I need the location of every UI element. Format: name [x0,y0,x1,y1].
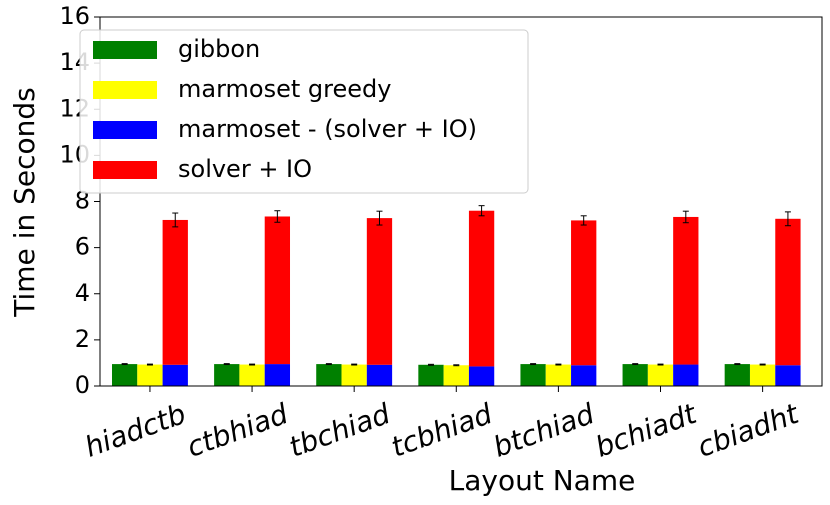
x-tick-label: hiadctb [80,397,190,464]
error-bar [734,363,741,366]
bar [673,364,699,386]
bar [418,364,444,386]
bar [571,220,597,366]
legend-swatch [93,81,157,99]
bar [162,219,188,365]
error-bar [351,363,358,366]
y-tick-label: 4 [75,279,90,307]
x-tick-label: bchiadt [591,397,702,464]
y-tick-label: 16 [59,2,90,30]
bar [366,218,393,365]
error-bar [121,363,128,366]
error-bar [784,211,791,227]
bar [775,365,801,386]
error-bar [376,210,383,226]
legend-swatch [93,121,157,139]
bar [622,364,648,386]
error-bar [759,363,766,366]
bar [366,364,393,386]
legend-label: marmoset greedy [178,75,391,103]
bar [137,364,163,386]
x-tick-label: tcbhiad [387,397,497,464]
error-bar [274,210,281,223]
bar [468,366,495,386]
error-bar [223,363,230,366]
x-tick-label: cbiadht [693,397,804,464]
error-bar [555,363,562,366]
bar [775,218,801,366]
error-bar [453,364,460,367]
bar [545,364,572,386]
bar [443,365,469,386]
y-tick-label: 2 [75,325,90,353]
bar [468,210,495,367]
legend-label: gibbon [178,35,260,63]
plot-frame [99,16,823,387]
legend-swatch [93,41,157,59]
bar [341,364,367,386]
bar [112,364,138,386]
bar [724,364,750,386]
error-bar [249,363,256,366]
error-bar [682,210,689,224]
error-bar [325,363,332,366]
y-axis-label: Time in Seconds [8,87,41,317]
bar [571,365,597,386]
legend-label: solver + IO [178,155,312,183]
bar [214,364,240,386]
bar [749,364,776,386]
bar [264,364,291,386]
x-tick-label: tbchiad [285,397,395,464]
error-bar [146,363,153,366]
bar [316,364,342,386]
x-tick-label: btchiad [489,397,599,464]
error-bar [580,215,587,226]
y-tick-label: 6 [75,233,90,261]
bar [162,364,188,386]
error-bar [530,363,537,366]
error-bar [632,363,639,366]
bar [647,364,674,386]
bar [520,364,546,386]
legend-swatch [93,161,157,179]
error-bar [478,205,485,217]
y-tick-label: 0 [75,371,90,399]
error-bar [172,212,179,228]
error-bar [427,363,434,366]
bar [264,216,291,365]
bar [673,216,699,365]
error-bar [657,363,664,366]
x-axis-label: Layout Name [449,464,636,497]
x-tick-label: ctbhiad [183,397,293,464]
legend-label: marmoset - (solver + IO) [178,115,477,143]
legend-frame [79,29,529,194]
legend: gibbon marmoset greedy marmoset - (solver … [79,29,529,194]
bar [239,364,265,386]
